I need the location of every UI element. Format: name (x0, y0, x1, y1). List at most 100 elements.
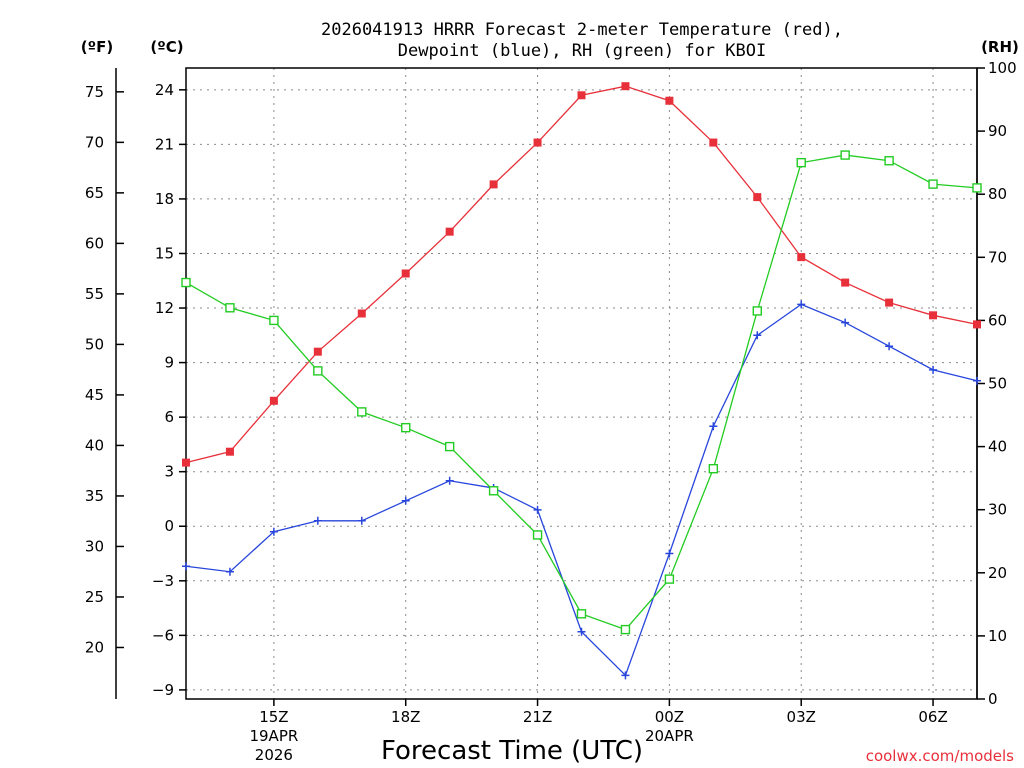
celsius-tick-label: −6 (152, 626, 174, 644)
chart-title-line2: Dewpoint (blue), RH (green) for KBOI (398, 41, 766, 61)
dewpoint-point (841, 318, 850, 327)
celsius-tick-label: 6 (164, 408, 174, 426)
fahrenheit-tick-label: 55 (85, 285, 104, 303)
rh-tick-label: 70 (988, 248, 1007, 266)
relative-humidity-point (664, 574, 675, 584)
rh-tick-label: 30 (988, 501, 1007, 519)
2-meter-temperature-point (533, 138, 542, 147)
x-tick-label: 00Z (655, 708, 684, 726)
relative-humidity-point (620, 624, 631, 635)
celsius-tick-label: −3 (152, 572, 174, 590)
2-meter-temperature-point (665, 96, 674, 105)
relative-humidity-point (796, 157, 806, 168)
chart-title: 2026041913 HRRR Forecast 2-meter Tempera… (321, 20, 843, 40)
relative-humidity-point (225, 303, 235, 313)
celsius-tick-label: 3 (164, 463, 174, 481)
celsius-tick-label: 24 (155, 81, 174, 99)
x-tick-label: 06Z (918, 708, 947, 726)
fahrenheit-tick-label: 35 (85, 487, 104, 505)
dewpoint-point (973, 376, 981, 385)
data-series (181, 82, 982, 680)
2-meter-temperature-line (185, 85, 978, 464)
rh-unit-label: (RH) (981, 38, 1019, 56)
dewpoint-point (709, 422, 718, 431)
dewpoint-point (577, 627, 586, 636)
2-meter-temperature-point (269, 396, 278, 405)
fahrenheit-tick-label: 20 (85, 638, 104, 656)
relative-humidity-point (444, 441, 455, 452)
relative-humidity-point (488, 486, 499, 496)
rh-tick-label: 10 (988, 627, 1007, 645)
relative-humidity-point (972, 183, 982, 193)
x-tick-label: 15Z (259, 708, 288, 726)
x-axis-title: Forecast Time (UTC) (381, 736, 643, 766)
2-meter-temperature-point (841, 278, 850, 287)
celsius-tick-label: 18 (155, 190, 174, 208)
dewpoint-point (753, 331, 762, 340)
x-tick-label: 21Z (523, 708, 552, 726)
credit-link[interactable]: coolwx.com/models (866, 747, 1014, 765)
fahrenheit-tick-label: 70 (85, 133, 104, 151)
relative-humidity-point (576, 609, 587, 619)
dewpoint-point (357, 516, 366, 525)
rh-tick-label: 90 (988, 122, 1007, 140)
2-meter-temperature-point (929, 311, 938, 320)
x-tick-date-label: 19APR (249, 727, 298, 745)
celsius-unit-label: (ºC) (150, 38, 183, 56)
relative-humidity-point (928, 179, 938, 189)
dewpoint-line (185, 303, 978, 677)
fahrenheit-tick-label: 50 (85, 335, 104, 353)
relative-humidity-point (357, 407, 367, 417)
x-tick-date-label: 20APR (645, 727, 694, 745)
2-meter-temperature-point (357, 309, 366, 318)
2-meter-temperature-point (182, 458, 190, 467)
fahrenheit-tick-label: 40 (85, 436, 104, 454)
2-meter-temperature-point (489, 180, 498, 189)
gridlines (186, 68, 977, 699)
dewpoint-point (182, 562, 190, 571)
fahrenheit-tick-label: 75 (85, 83, 104, 101)
rh-tick-label: 80 (988, 185, 1007, 203)
relative-humidity-point (313, 366, 323, 376)
2-meter-temperature-point (753, 193, 762, 202)
2-meter-temperature-point (445, 227, 454, 236)
2-meter-temperature-point (709, 138, 718, 147)
dewpoint-point (445, 476, 454, 485)
dewpoint-point (533, 505, 542, 514)
dewpoint-point (797, 300, 806, 309)
relative-humidity-point (532, 530, 543, 540)
relative-humidity-point (752, 306, 762, 316)
rh-tick-label: 60 (988, 311, 1007, 329)
relative-humidity-point (884, 156, 894, 166)
celsius-tick-label: 0 (164, 517, 174, 535)
2-meter-temperature-point (621, 82, 630, 91)
dewpoint-point (269, 527, 278, 536)
2-meter-temperature-point (225, 447, 234, 456)
relative-humidity-point (269, 315, 279, 326)
fahrenheit-tick-label: 30 (85, 537, 104, 555)
celsius-tick-label: 9 (164, 354, 174, 372)
relative-humidity-point (181, 277, 191, 288)
x-tick-label: 03Z (787, 708, 816, 726)
rh-tick-label: 50 (988, 375, 1007, 393)
celsius-tick-label: −9 (152, 681, 174, 699)
celsius-tick-label: 21 (155, 135, 174, 153)
relative-humidity-point (840, 150, 850, 160)
fahrenheit-tick-label: 65 (85, 184, 104, 202)
plot-frame (185, 67, 978, 700)
dewpoint-point (313, 516, 322, 525)
x-tick-year-label: 2026 (255, 746, 293, 764)
2-meter-temperature-point (577, 91, 586, 100)
x-tick-label: 18Z (391, 708, 420, 726)
fahrenheit-unit-label: (ºF) (81, 38, 113, 56)
dewpoint-point (885, 342, 894, 351)
2-meter-temperature-point (313, 347, 322, 356)
relative-humidity-line (185, 154, 978, 631)
2-meter-temperature-point (401, 269, 410, 278)
dewpoint-point (401, 496, 410, 505)
fahrenheit-tick-label: 45 (85, 386, 104, 404)
2-meter-temperature-point (797, 253, 806, 262)
rh-tick-label: 40 (988, 438, 1007, 456)
